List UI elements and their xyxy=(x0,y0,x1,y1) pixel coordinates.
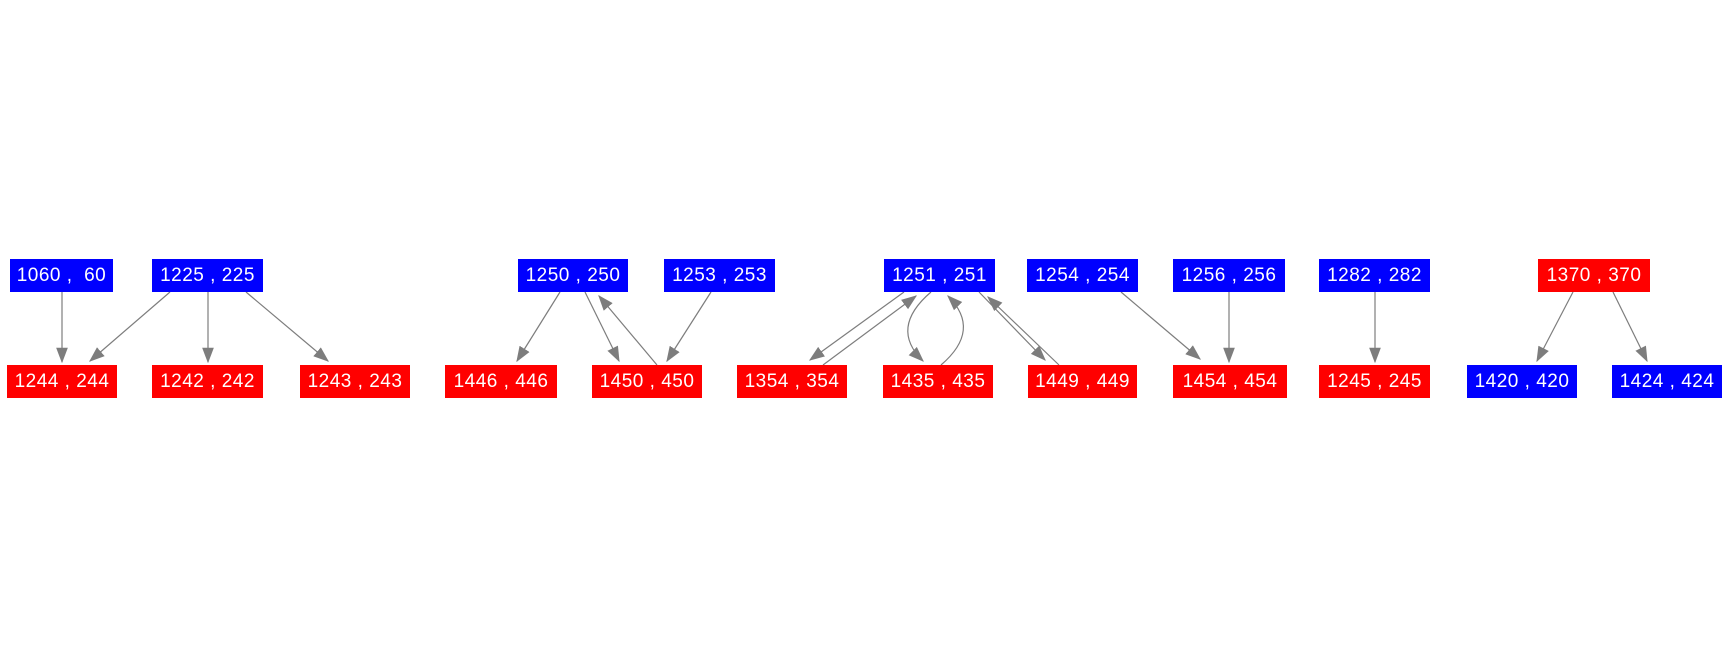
node-1424: 1424 , 424 xyxy=(1612,365,1722,398)
node-1250: 1250 , 250 xyxy=(518,259,628,292)
node-1435: 1435 , 435 xyxy=(883,365,993,398)
edge-1253-to-1450 xyxy=(666,291,712,363)
node-1251: 1251 , 251 xyxy=(884,259,995,292)
edge-1450-to-1250 xyxy=(598,295,658,366)
edge-1449-to-1251 xyxy=(987,296,1060,366)
node-1370: 1370 , 370 xyxy=(1538,259,1650,292)
edge-1225-to-1243 xyxy=(245,291,329,362)
node-1253: 1253 , 253 xyxy=(664,259,775,292)
node-1254: 1254 , 254 xyxy=(1027,259,1138,292)
edge-group xyxy=(56,291,1648,366)
node-1242: 1242 , 242 xyxy=(152,365,263,398)
node-1354: 1354 , 354 xyxy=(737,365,847,398)
edge-1435-to-1251 xyxy=(940,295,964,366)
edge-1251-to-1435 xyxy=(907,291,932,362)
node-1446: 1446 , 446 xyxy=(445,365,557,398)
node-1450: 1450 , 450 xyxy=(592,365,702,398)
node-1225: 1225 , 225 xyxy=(152,259,263,292)
edge-1250-to-1446 xyxy=(516,291,561,363)
edge-1370-to-1420 xyxy=(1536,291,1574,363)
edge-1251-to-1354 xyxy=(808,291,905,361)
node-1244: 1244 , 244 xyxy=(7,365,117,398)
edge-1251-to-1449 xyxy=(978,291,1046,361)
node-1256: 1256 , 256 xyxy=(1173,259,1285,292)
node-1454: 1454 , 454 xyxy=(1173,365,1287,398)
node-1060: 1060 , 60 xyxy=(10,259,113,292)
node-1420: 1420 , 420 xyxy=(1467,365,1577,398)
node-1449: 1449 , 449 xyxy=(1028,365,1137,398)
edge-1250-to-1450 xyxy=(584,291,620,363)
edge-1254-to-1454 xyxy=(1120,291,1201,360)
edge-1354-to-1251 xyxy=(822,295,918,366)
edge-1225-to-1244 xyxy=(89,291,171,362)
node-1243: 1243 , 243 xyxy=(300,365,410,398)
node-1282: 1282 , 282 xyxy=(1319,259,1430,292)
edge-1370-to-1424 xyxy=(1612,291,1648,363)
node-1245: 1245 , 245 xyxy=(1319,365,1430,398)
